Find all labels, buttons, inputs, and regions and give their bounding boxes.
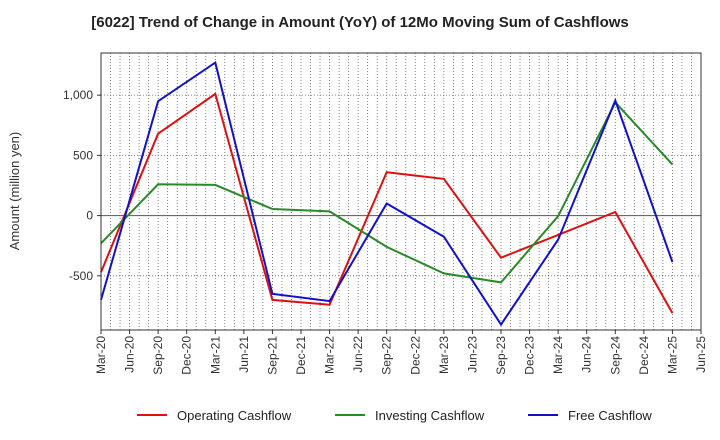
x-tick-label: Sep-21	[265, 336, 279, 375]
x-tick-label: Jun-22	[351, 336, 365, 373]
x-tick-label: Mar-21	[208, 336, 222, 374]
x-tick-label: Mar-25	[665, 336, 679, 374]
legend-label-investing-cashflow: Investing Cashflow	[375, 408, 485, 423]
x-tick-label: Jun-25	[694, 336, 708, 373]
y-tick-label: 0	[86, 209, 93, 223]
x-tick-label: Jun-20	[123, 336, 137, 373]
x-tick-label: Sep-20	[151, 336, 165, 375]
x-tick-label: Dec-24	[637, 336, 651, 375]
x-tick-label: Mar-23	[437, 336, 451, 374]
series-line-investing-cashflow	[100, 100, 674, 284]
x-tick-label: Dec-23	[523, 336, 537, 375]
x-tick-label: Dec-20	[180, 336, 194, 375]
x-tick-label: Mar-24	[551, 336, 565, 374]
x-tick-label: Jun-23	[465, 336, 479, 373]
x-tick-label: Dec-21	[294, 336, 308, 375]
x-tick-label: Mar-22	[323, 336, 337, 374]
x-tick-label: Sep-22	[380, 336, 394, 375]
y-tick-label: -500	[69, 269, 93, 283]
chart-title: [6022] Trend of Change in Amount (YoY) o…	[91, 14, 629, 31]
plot-frame	[100, 52, 702, 331]
y-tick-label: 1,000	[63, 88, 93, 102]
x-tick-label: Jun-24	[580, 336, 594, 373]
y-tick-label: 500	[73, 148, 93, 162]
y-axis-ticks: -500 0 500 1,000	[63, 88, 101, 283]
legend-label-free-cashflow: Free Cashflow	[568, 408, 652, 423]
y-axis-label: Amount (million yen)	[7, 132, 22, 251]
series-line-free-cashflow	[100, 60, 674, 327]
x-tick-label: Jun-21	[237, 336, 251, 373]
legend: Operating Cashflow Investing Cashflow Free…	[137, 408, 652, 423]
series-line-operating-cashflow	[100, 92, 674, 314]
x-tick-label: Sep-24	[608, 336, 622, 375]
legend-label-operating-cashflow: Operating Cashflow	[177, 408, 292, 423]
plot-background	[101, 53, 701, 330]
x-tick-label: Mar-20	[94, 336, 108, 374]
x-tick-label: Dec-22	[408, 336, 422, 375]
x-axis-ticks: Mar-20 Jun-20 Sep-20 Dec-20 Mar-21 Jun-21 Sep-…	[94, 330, 708, 375]
series-layer	[100, 60, 674, 327]
x-tick-label: Sep-23	[494, 336, 508, 375]
